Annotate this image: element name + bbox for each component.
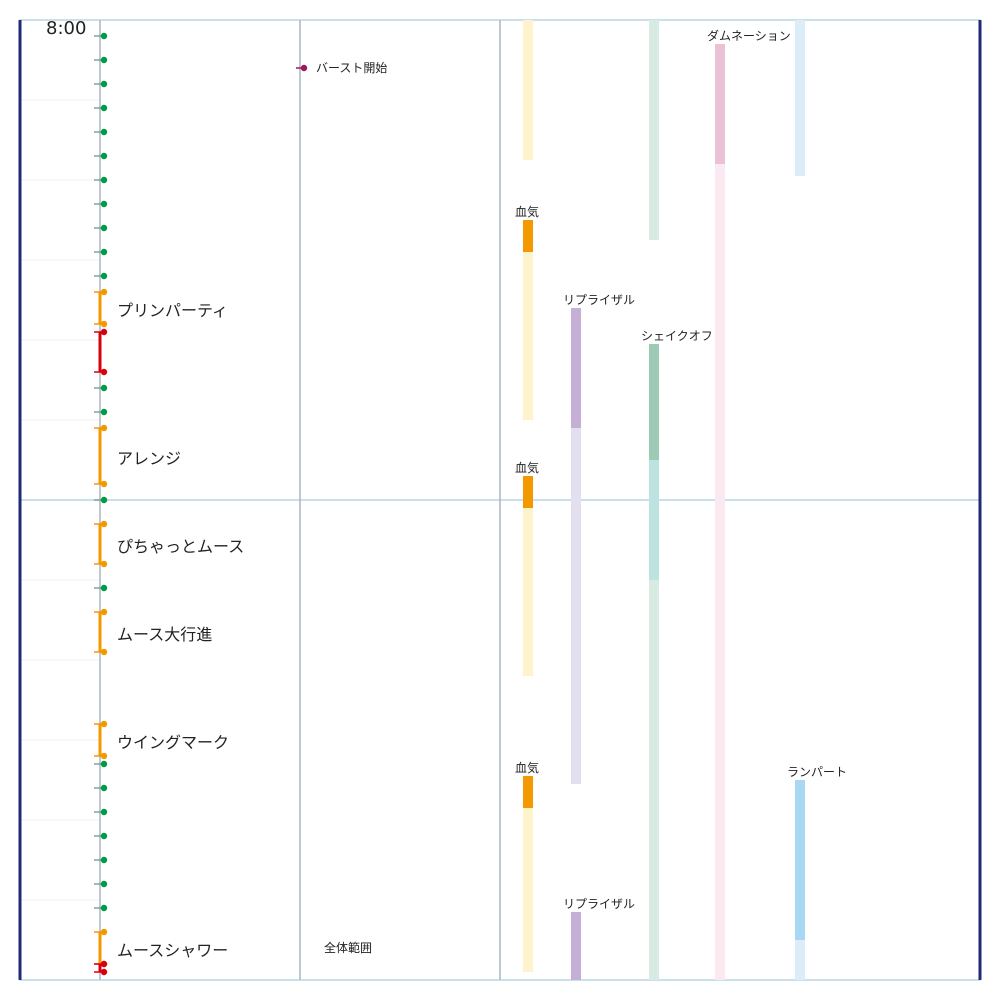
boss-skill-dot (100, 968, 108, 976)
mitigation-active-bar (523, 776, 533, 808)
boss-skill-label: アレンジ (117, 449, 182, 468)
mitigation-active-bar (795, 780, 805, 940)
boss-skill-label: プリンパーティ (117, 301, 229, 320)
auto-attack-dot (100, 248, 108, 256)
auto-attack-dot (100, 904, 108, 912)
boss-skill-dot (100, 752, 108, 760)
auto-attack-dot (100, 832, 108, 840)
mitigation-cooldown-bar (649, 580, 659, 980)
auto-attack-dot (100, 384, 108, 392)
mitigation-cooldown-bar (523, 252, 533, 420)
boss-skill-dot (100, 608, 108, 616)
auto-attack-dot (100, 880, 108, 888)
mitigation-label: ランパート (787, 765, 848, 779)
boss-skill-label: ムースシャワー (117, 941, 229, 960)
boss-skill-dot (100, 320, 108, 328)
mitigation-cooldown-bar (571, 428, 581, 784)
mitigation-label: シェイクオフ (641, 329, 713, 343)
boss-skill-dot (100, 424, 108, 432)
auto-attack-dot (100, 496, 108, 504)
mitigation-cooldown-bar (795, 940, 805, 980)
boss-skill-dot (100, 328, 108, 336)
mitigation-cooldown-bar (795, 20, 805, 176)
auto-attack-dot (100, 80, 108, 88)
auto-attack-dot (100, 32, 108, 40)
auto-attack-dot (100, 224, 108, 232)
mitigation-active-bar (523, 220, 533, 252)
mitigation-active-bar (715, 44, 725, 164)
mitigation-cooldown-bar (649, 460, 659, 580)
boss-skill-dot (100, 960, 108, 968)
mitigation-active-bar (523, 476, 533, 508)
auto-attack-dot (100, 200, 108, 208)
boss-skill-dot (100, 480, 108, 488)
player-event-dot (300, 64, 308, 72)
mitigation-label: 血気 (515, 205, 540, 219)
mitigation-active-bar (571, 308, 581, 428)
boss-skill-dot (100, 648, 108, 656)
boss-skill-label: ムース大行進 (117, 625, 213, 644)
boss-skill-dot (100, 720, 108, 728)
mitigation-label: ダムネーション (707, 29, 791, 43)
auto-attack-dot (100, 808, 108, 816)
auto-attack-dot (100, 104, 108, 112)
mitigation-cooldown-bar (715, 164, 725, 980)
boss-skill-label: ぴちゃっとムース (117, 537, 245, 556)
start-time-label: 8:00 (46, 18, 87, 39)
mitigation-active-bar (649, 344, 659, 460)
auto-attack-dot (100, 784, 108, 792)
auto-attack-dot (100, 152, 108, 160)
boss-skill-dot (100, 560, 108, 568)
mitigation-active-bar (571, 912, 581, 980)
boss-skill-dot (100, 928, 108, 936)
mitigation-cooldown-bar (523, 508, 533, 676)
mitigation-cooldown-bar (523, 808, 533, 972)
auto-attack-dot (100, 408, 108, 416)
auto-attack-dot (100, 584, 108, 592)
boss-skill-dot (100, 288, 108, 296)
mitigation-label: 血気 (515, 761, 540, 775)
auto-attack-dot (100, 856, 108, 864)
player-event-label: バースト開始 (316, 61, 388, 75)
auto-attack-dot (100, 128, 108, 136)
scope-label: 全体範囲 (324, 941, 373, 955)
auto-attack-dot (100, 272, 108, 280)
mitigation-label: リプライザル (563, 293, 636, 307)
auto-attack-dot (100, 176, 108, 184)
auto-attack-dot (100, 56, 108, 64)
boss-skill-label: ウイングマーク (117, 733, 230, 752)
auto-attack-dot (100, 760, 108, 768)
boss-skill-dot (100, 368, 108, 376)
mitigation-label: リプライザル (563, 897, 636, 911)
mitigation-cooldown-bar (523, 20, 533, 160)
boss-skill-dot (100, 520, 108, 528)
mitigation-cooldown-bar (649, 20, 659, 240)
mitigation-label: 血気 (515, 461, 540, 475)
